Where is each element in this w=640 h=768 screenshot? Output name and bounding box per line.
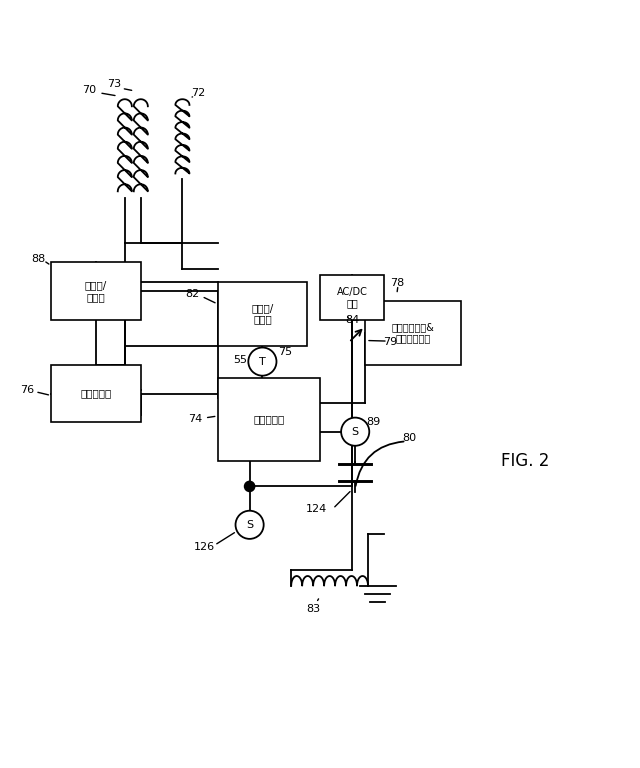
Text: 83: 83 — [307, 604, 321, 614]
Text: 信号発生器: 信号発生器 — [81, 389, 111, 399]
Text: 124: 124 — [306, 504, 328, 514]
Text: 78: 78 — [390, 278, 404, 288]
Bar — [218, 282, 307, 346]
Text: 73: 73 — [107, 79, 121, 90]
Text: 82: 82 — [185, 290, 199, 300]
Text: 受信機/
検出器: 受信機/ 検出器 — [252, 303, 273, 324]
Text: 70: 70 — [83, 84, 97, 94]
Text: 変調器/
復調器: 変調器/ 復調器 — [85, 280, 107, 302]
Bar — [365, 301, 461, 365]
Text: 72: 72 — [191, 88, 205, 98]
Circle shape — [236, 511, 264, 539]
Text: 55: 55 — [233, 355, 247, 365]
Text: T: T — [259, 356, 266, 366]
Text: 89: 89 — [366, 417, 380, 427]
Text: 88: 88 — [31, 254, 45, 264]
Text: FIG. 2: FIG. 2 — [500, 452, 549, 470]
Bar — [51, 263, 141, 320]
Text: 74: 74 — [188, 414, 202, 424]
Text: 79: 79 — [383, 337, 397, 347]
Text: 75: 75 — [278, 347, 292, 357]
Circle shape — [244, 482, 255, 492]
Text: ディスプレイ&
聴覚的警報器: ディスプレイ& 聴覚的警報器 — [392, 322, 434, 343]
Text: S: S — [246, 520, 253, 530]
Text: 80: 80 — [403, 433, 417, 443]
Bar — [218, 378, 320, 461]
Text: AC/DC
回路: AC/DC 回路 — [337, 286, 367, 309]
Text: 126: 126 — [194, 542, 216, 552]
Bar — [320, 275, 384, 320]
Text: 76: 76 — [20, 386, 34, 396]
Text: S: S — [351, 427, 359, 437]
Circle shape — [341, 418, 369, 445]
Circle shape — [248, 347, 276, 376]
Text: 84: 84 — [345, 315, 359, 325]
Text: プロセッサ: プロセッサ — [253, 414, 284, 424]
Bar — [51, 365, 141, 422]
